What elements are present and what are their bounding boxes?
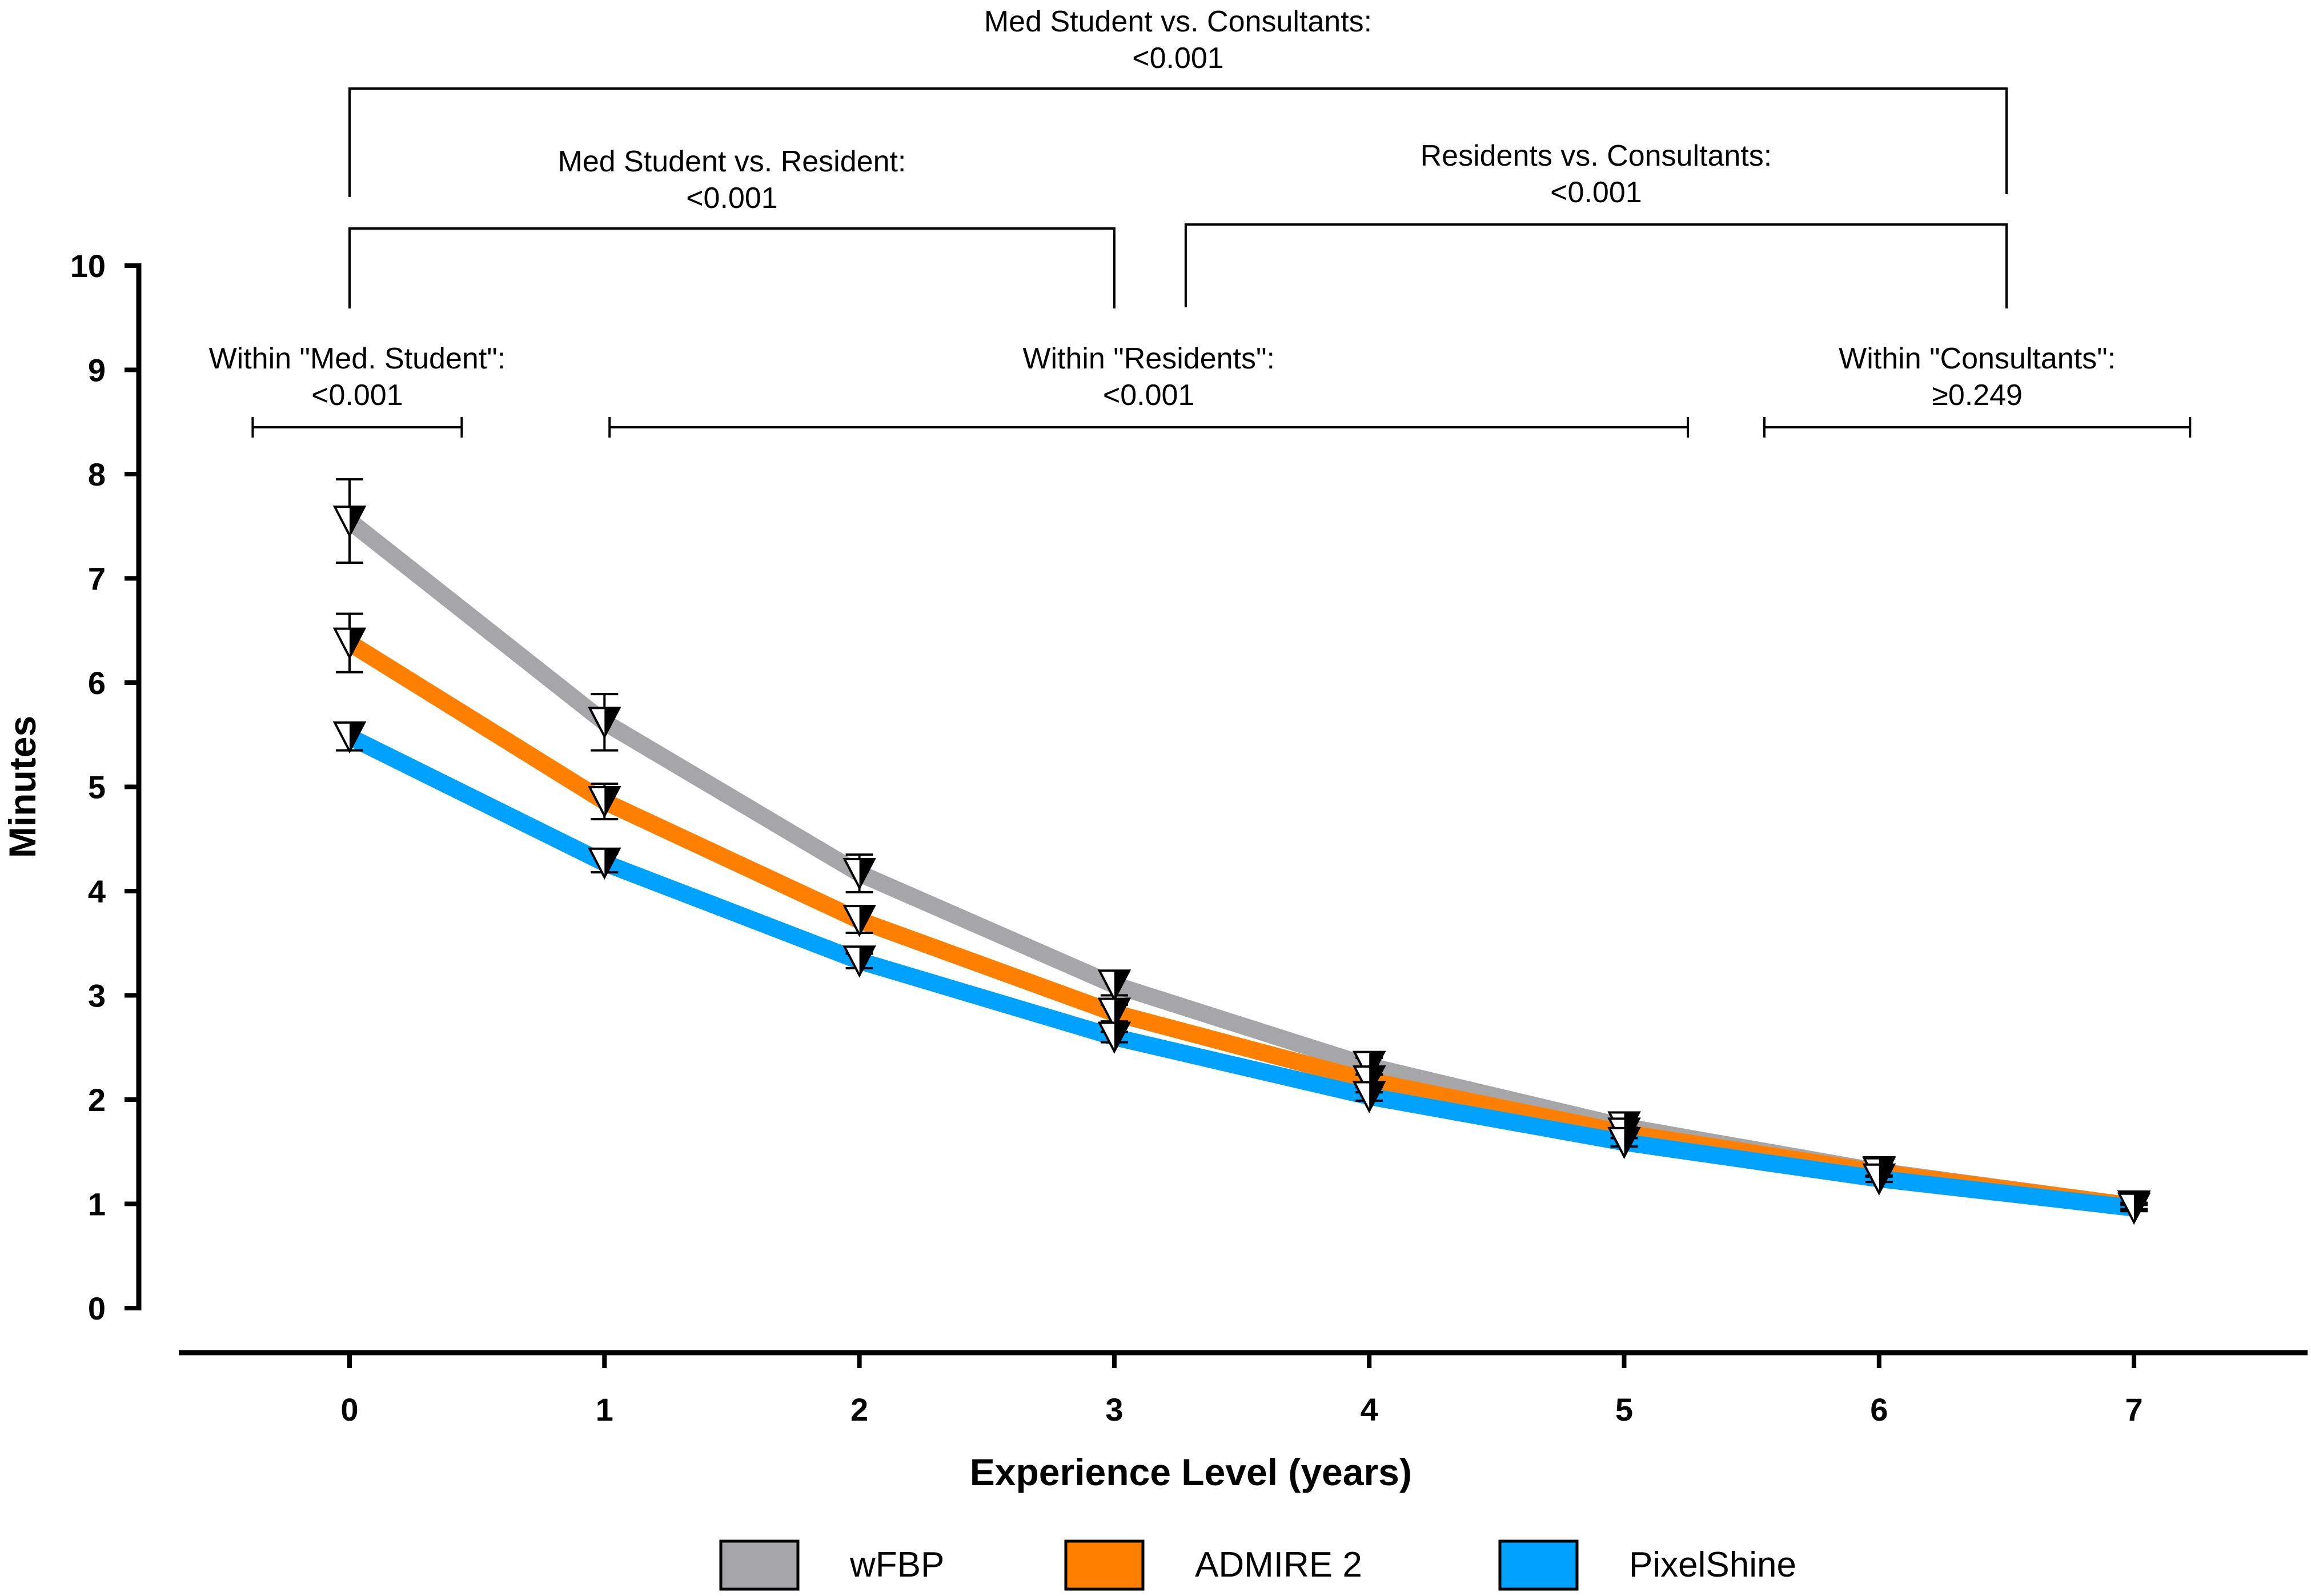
bracket-within_residents: [608, 417, 1690, 438]
y-tick-label: 4: [88, 873, 106, 909]
marker-fill-wfbp: [859, 859, 874, 888]
marker-fill-pixelshine: [2134, 1193, 2149, 1222]
marker-fill-pixelshine: [604, 848, 620, 877]
marker-fill-pixelshine: [859, 947, 874, 976]
bracket-within_students: [251, 417, 463, 438]
marker-fill-admire-2: [350, 628, 364, 657]
y-tick-label: 10: [70, 248, 106, 284]
y-axis-title: Minutes: [1, 716, 43, 858]
marker-fill-admire-2: [859, 906, 874, 935]
x-tick-label: 2: [850, 1392, 868, 1427]
marker-fill-wfbp: [1114, 971, 1129, 1000]
x-tick-label: 7: [2125, 1392, 2143, 1427]
marker-fill-wfbp: [604, 708, 620, 737]
bracket-pvalue-top: <0.001: [1132, 42, 1224, 75]
marker-fill-pixelshine: [1624, 1128, 1639, 1157]
legend-label-wfbp: wFBP: [849, 1545, 944, 1585]
series-line-pixelshine: [346, 729, 2135, 1217]
bracket-label-within_consultants: Within "Consultants":: [1839, 342, 2116, 375]
bracket-pvalue-mid_left: <0.001: [686, 182, 778, 215]
x-tick-label: 3: [1105, 1392, 1123, 1427]
marker-fill-admire-2: [1114, 998, 1129, 1028]
bracket-mid_left: [348, 227, 1116, 308]
y-tick-label: 1: [88, 1186, 106, 1222]
marker-fill-admire-2: [604, 787, 620, 816]
legend-label-pixelshine: PixelShine: [1629, 1545, 1796, 1585]
y-tick-label: 7: [88, 561, 106, 597]
y-tick-label: 0: [88, 1290, 106, 1326]
x-tick-label: 1: [596, 1392, 613, 1427]
y-tick-label: 6: [88, 665, 106, 701]
bracket-label-mid_left: Med Student vs. Resident:: [558, 145, 906, 178]
legend-label-admire-2: ADMIRE 2: [1195, 1545, 1362, 1585]
bracket-label-mid_right: Residents vs. Consultants:: [1421, 139, 1772, 173]
marker-fill-wfbp: [350, 507, 364, 536]
y-tick-label: 3: [88, 978, 106, 1014]
marker-fill-pixelshine: [1369, 1082, 1385, 1111]
marker-fill-pixelshine: [1114, 1022, 1129, 1052]
y-tick-label: 2: [88, 1082, 106, 1118]
legend-swatch-pixelshine: [1498, 1539, 1579, 1591]
x-tick-label: 0: [340, 1392, 358, 1427]
bracket-mid_right: [1184, 223, 2008, 308]
axes: 0 1 2 3 4 5 6 7 8 9 10 Minutes 0 1 2 3 4 5 6 7 Experience Le…: [1, 248, 2308, 1493]
bracket-pvalue-within_residents: <0.001: [1103, 379, 1195, 412]
y-tick-label: 9: [88, 352, 106, 388]
bracket-label-within_residents: Within "Residents":: [1022, 342, 1275, 375]
legend-swatch-wfbp: [719, 1539, 800, 1591]
bracket-pvalue-within_consultants: ≥0.249: [1932, 379, 2023, 412]
marker-fill-pixelshine: [350, 722, 364, 751]
bracket-pvalue-within_students: <0.001: [311, 379, 403, 412]
y-tick-label: 5: [88, 769, 106, 805]
x-tick-label: 5: [1615, 1392, 1633, 1427]
bracket-within_consultants: [1763, 417, 2192, 438]
legend: wFBP ADMIRE 2 PixelShine: [719, 1539, 1796, 1591]
series-group: [332, 478, 2151, 1225]
marker-fill-pixelshine: [1879, 1164, 1894, 1193]
bracket-label-top: Med Student vs. Consultants:: [984, 5, 1372, 38]
legend-swatch-admire-2: [1064, 1539, 1145, 1591]
x-tick-label: 6: [1870, 1392, 1888, 1427]
bracket-top: [348, 87, 2008, 197]
bracket-pvalue-mid_right: <0.001: [1550, 176, 1642, 209]
bracket-label-within_students: Within "Med. Student":: [209, 342, 506, 375]
y-tick-label: 8: [88, 456, 106, 492]
x-axis-title: Experience Level (years): [970, 1451, 1412, 1493]
x-tick-label: 4: [1361, 1392, 1378, 1427]
significance-brackets: Med Student vs. Consultants: <0.001 Med St…: [209, 5, 2192, 438]
